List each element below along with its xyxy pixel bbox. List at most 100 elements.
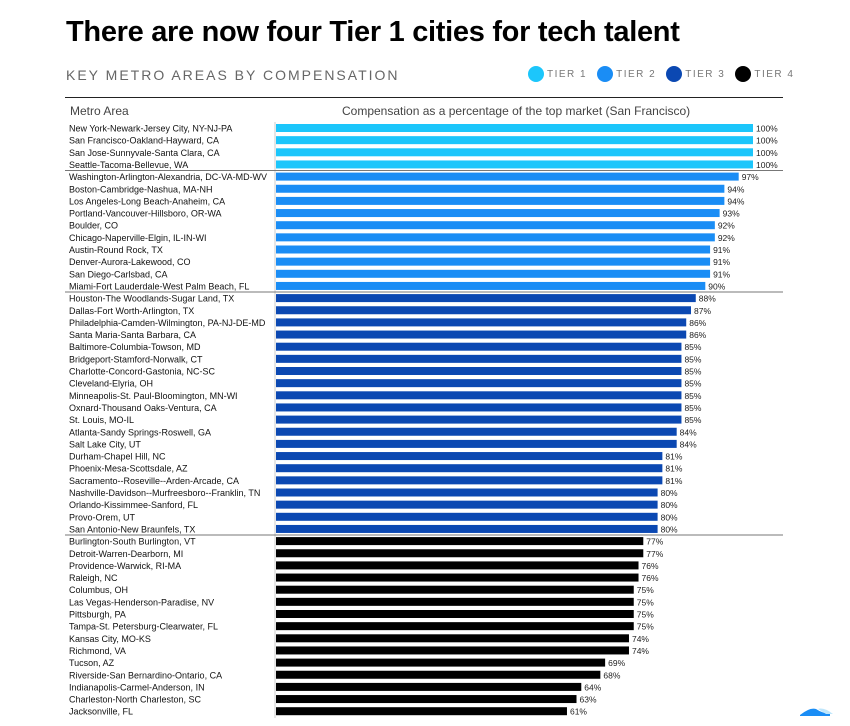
- bar-tier-3: [276, 476, 663, 485]
- value-label: 81%: [665, 464, 682, 474]
- category-label: Tucson, AZ: [69, 658, 115, 668]
- legend-label: TIER 4: [754, 68, 795, 80]
- category-label: Phoenix-Mesa-Scottsdale, AZ: [69, 464, 188, 474]
- value-label: 85%: [684, 367, 701, 377]
- category-label: Jacksonville, FL: [69, 707, 133, 717]
- category-label: San Jose-Sunnyvale-Santa Clara, CA: [69, 148, 220, 158]
- value-label: 75%: [637, 585, 654, 595]
- value-label: 74%: [632, 646, 649, 656]
- value-label: 85%: [684, 342, 701, 352]
- legend-label: TIER 1: [547, 68, 588, 80]
- bar-tier-4: [276, 695, 577, 704]
- category-label: Miami-Fort Lauderdale-West Palm Beach, F…: [69, 281, 249, 291]
- value-label: 80%: [661, 512, 678, 522]
- category-label: Houston-The Woodlands-Sugar Land, TX: [69, 294, 234, 304]
- value-label: 75%: [637, 597, 654, 607]
- value-label: 94%: [727, 184, 744, 194]
- category-label: Durham-Chapel Hill, NC: [69, 452, 166, 462]
- bar-tier-3: [276, 403, 682, 412]
- value-label: 100%: [756, 124, 778, 134]
- category-label: Bridgeport-Stamford-Norwalk, CT: [69, 354, 203, 364]
- value-label: 75%: [637, 610, 654, 620]
- bar-tier-3: [276, 342, 682, 351]
- value-label: 100%: [756, 136, 778, 146]
- bar-tier-4: [276, 622, 634, 631]
- bar-tier-3: [276, 524, 658, 533]
- legend-label: TIER 3: [685, 68, 726, 80]
- bar-tier-2: [276, 196, 725, 205]
- category-label: San Francisco-Oakland-Hayward, CA: [69, 136, 219, 146]
- bar-tier-1: [276, 136, 753, 145]
- bar-tier-3: [276, 464, 663, 473]
- bar-tier-1: [276, 124, 753, 132]
- value-label: 93%: [723, 209, 740, 219]
- bar-tier-3: [276, 439, 677, 448]
- column-header-compensation: Compensation as a percentage of the top …: [342, 104, 691, 118]
- value-label: 84%: [680, 439, 697, 449]
- bar-tier-2: [276, 281, 706, 290]
- bar-tier-3: [276, 391, 682, 400]
- bar-tier-4: [276, 610, 634, 618]
- legend-item-tier-3: TIER 3: [666, 66, 725, 82]
- bar-tier-2: [276, 172, 739, 181]
- category-label: Riverside-San Bernardino-Ontario, CA: [69, 670, 222, 680]
- category-label: Santa Maria-Santa Barbara, CA: [69, 330, 196, 340]
- category-label: San Diego-Carlsbad, CA: [69, 269, 168, 279]
- value-label: 86%: [689, 330, 706, 340]
- bar-tier-3: [276, 379, 682, 388]
- category-label: Nashville-Davidson--Murfreesboro--Frankl…: [69, 488, 260, 498]
- bar-tier-4: [276, 537, 644, 546]
- category-label: Sacramento--Roseville--Arden-Arcade, CA: [69, 476, 239, 486]
- bar-tier-3: [276, 306, 691, 315]
- category-label: Providence-Warwick, RI-MA: [69, 561, 181, 571]
- chart-subtitle: KEY METRO AREAS BY COMPENSATION: [66, 67, 400, 83]
- category-label: Burlington-South Burlington, VT: [69, 537, 196, 547]
- value-label: 90%: [708, 281, 725, 291]
- value-label: 74%: [632, 634, 649, 644]
- bar-tier-3: [276, 367, 682, 375]
- bar-tier-4: [276, 634, 629, 643]
- bar-tier-3: [276, 500, 658, 509]
- bar-tier-4: [276, 658, 606, 667]
- legend-swatch: [528, 66, 544, 82]
- category-label: Tampa-St. Petersburg-Clearwater, FL: [69, 622, 218, 632]
- bar-tier-1: [276, 160, 753, 169]
- category-label: Chicago-Naperville-Elgin, IL-IN-WI: [69, 233, 207, 243]
- category-label: Cleveland-Elyria, OH: [69, 379, 153, 389]
- category-label: Minneapolis-St. Paul-Bloomington, MN-WI: [69, 391, 238, 401]
- value-label: 61%: [570, 707, 587, 717]
- value-label: 80%: [661, 524, 678, 534]
- bar-tier-4: [276, 707, 567, 716]
- category-label: Atlanta-Sandy Springs-Roswell, GA: [69, 427, 211, 437]
- category-label: Raleigh, NC: [69, 573, 118, 583]
- value-label: 85%: [684, 354, 701, 364]
- category-label: Denver-Aurora-Lakewood, CO: [69, 257, 191, 267]
- bar-tier-3: [276, 427, 677, 436]
- category-label: New York-Newark-Jersey City, NY-NJ-PA: [69, 124, 232, 134]
- category-label: Boulder, CO: [69, 221, 118, 231]
- category-label: Baltimore-Columbia-Towson, MD: [69, 342, 201, 352]
- category-label: Las Vegas-Henderson-Paradise, NV: [69, 597, 214, 607]
- bar-tier-4: [276, 682, 582, 691]
- category-label: Portland-Vancouver-Hillsboro, OR-WA: [69, 209, 222, 219]
- bar-tier-3: [276, 318, 687, 327]
- value-label: 87%: [694, 306, 711, 316]
- category-label: Philadelphia-Camden-Wilmington, PA-NJ-DE…: [69, 318, 266, 328]
- bar-tier-4: [276, 549, 644, 558]
- bar-tier-3: [276, 415, 682, 424]
- value-label: 81%: [665, 476, 682, 486]
- legend-swatch: [597, 66, 614, 82]
- legend-swatch: [666, 66, 683, 82]
- category-label: Columbus, OH: [69, 585, 128, 595]
- legend-item-tier-4: TIER 4: [735, 66, 794, 82]
- category-label: Indianapolis-Carmel-Anderson, IN: [69, 682, 205, 692]
- column-header-metro: Metro Area: [70, 104, 129, 118]
- value-label: 91%: [713, 245, 730, 255]
- legend: TIER 1 TIER 2 TIER 3 TIER 4: [528, 66, 795, 82]
- value-label: 94%: [727, 196, 744, 206]
- value-label: 63%: [580, 695, 597, 705]
- bar-tier-4: [276, 646, 629, 655]
- bar-tier-1: [276, 148, 753, 157]
- value-label: 84%: [680, 427, 697, 437]
